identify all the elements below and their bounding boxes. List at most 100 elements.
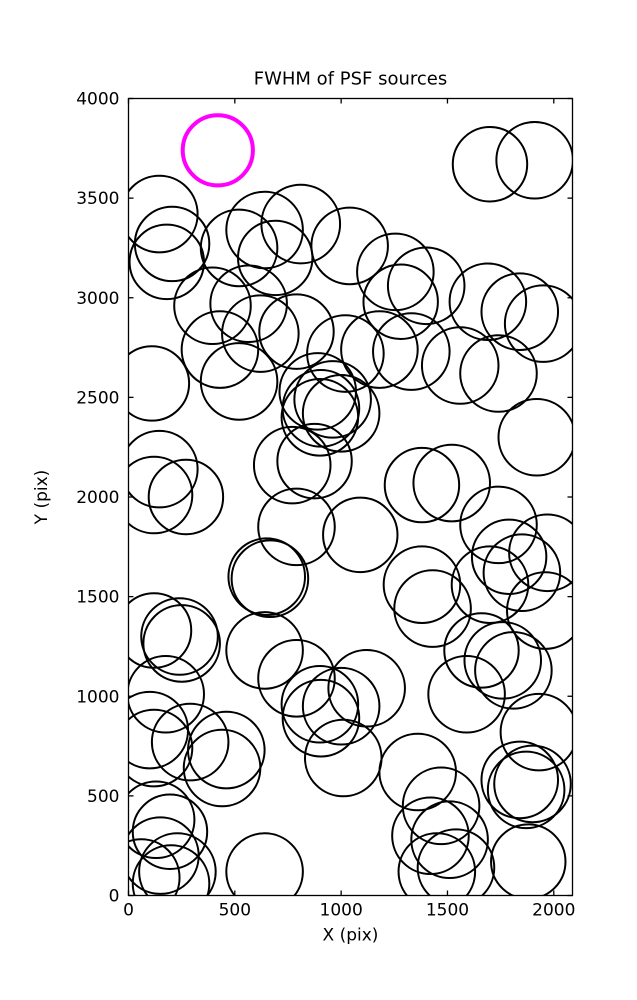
psf-circle-marker [410,800,489,879]
psf-circle-marker [482,533,562,612]
series-psf-sources [128,121,573,896]
psf-circle-marker [459,485,538,565]
psf-circle-marker [503,284,573,363]
psf-circle-marker [276,422,353,500]
psf-circle-marker [306,314,385,393]
psf-circle-marker [258,293,335,370]
psf-circle-marker [416,828,496,896]
psf-circle-marker [280,378,360,457]
psf-circle-marker [508,513,573,593]
y-tick-label: 1500 [76,588,119,608]
psf-circle-marker [252,425,332,505]
psf-circle-marker [257,639,336,718]
psf-circle-marker [386,246,466,326]
psf-circle-marker [128,838,181,896]
psf-circle-marker [378,732,457,812]
psf-circle-marker [362,263,439,340]
psf-circle-marker [227,537,306,616]
psf-circle-marker [230,539,310,618]
psf-circle-marker [303,718,383,798]
psf-circle-marker [401,766,481,846]
psf-circle-marker [322,496,399,574]
psf-circle-marker [497,397,573,477]
y-tick-label: 1000 [76,687,119,707]
psf-circle-marker [495,121,573,200]
psf-circle-marker [131,844,211,896]
psf-circle-marker [128,455,194,535]
psf-circle-marker [490,823,567,896]
psf-circle-marker [327,649,406,728]
psf-circle-marker [293,360,372,439]
y-tick-label: 3500 [76,189,119,209]
psf-circle-marker [493,744,572,824]
x-tick-label: 1500 [426,901,469,921]
y-axis-label: Y (pix) [32,470,52,526]
psf-circle-marker [225,611,304,690]
x-axis-label: X (pix) [323,926,379,946]
psf-circle-marker [301,374,381,453]
psf-circle-marker [128,174,199,254]
x-tick-label: 1000 [320,901,363,921]
psf-circle-marker [372,312,451,391]
psf-circle-marker [470,518,548,595]
data-layer [128,113,573,896]
psf-circle-marker [281,678,361,758]
psf-circle-marker [180,310,260,389]
psf-circle-marker [199,342,279,421]
psf-circle-marker [128,654,205,734]
axes-frame: 0 500 1000 1500 2000 0 500 1000 1500 2000 2500 3000… [76,90,575,921]
y-tick-label: 2500 [76,388,119,408]
psf-circle-marker [451,126,529,203]
psf-circle-marker [128,708,194,788]
psf-circle-marker [450,545,530,624]
psf-circle-marker [383,446,461,524]
y-tick-label: 2000 [76,488,119,508]
psf-circle-marker [340,310,419,389]
psf-circle-marker [412,443,491,523]
y-tick-label: 4000 [76,90,119,110]
psf-circle-marker [499,692,573,772]
psf-circle-marker [128,780,196,860]
psf-circle-marker [180,113,255,188]
psf-circle-marker [128,223,205,301]
psf-circle-marker [187,710,266,790]
psf-circle-marker [382,545,462,624]
psf-circle-marker [356,232,435,312]
psf-circle-marker [182,728,262,808]
psf-circle-marker [209,264,288,344]
psf-circle-marker [221,294,300,373]
plot-title: FWHM of PSF sources [254,69,448,90]
psf-circle-marker [310,206,389,286]
psf-circle-marker [474,631,553,710]
psf-circle-marker [260,183,342,265]
psf-circle-marker [486,750,566,830]
psf-circle-marker [280,664,360,744]
x-tick-label: 0 [123,901,134,921]
psf-circle-marker [459,334,538,413]
psf-circle-marker [443,612,520,689]
x-tick-label: 500 [219,901,251,921]
psf-circle-marker [463,621,543,700]
psf-circle-marker [480,740,560,820]
y-tick-label: 500 [87,787,119,807]
x-tick-label: 2000 [532,901,575,921]
psf-circle-marker [480,272,560,351]
psf-circle-marker [147,458,225,536]
psf-circle-marker [173,266,252,345]
y-tick-label: 0 [109,887,120,907]
psf-circle-marker [131,793,209,870]
psf-circle-marker [140,597,219,676]
psf-circle-marker [257,487,336,567]
psf-circle-marker [142,604,221,683]
psf-circle-marker [128,429,199,509]
y-tick-label: 3000 [76,289,119,309]
series-reference-psf [180,113,255,188]
psf-circle-marker [138,832,217,896]
psf-circle-marker [393,569,472,648]
psf-circle-marker [420,326,500,405]
psf-circle-marker [150,702,230,782]
axes-spines [127,97,574,897]
psf-circle-marker [128,592,193,669]
